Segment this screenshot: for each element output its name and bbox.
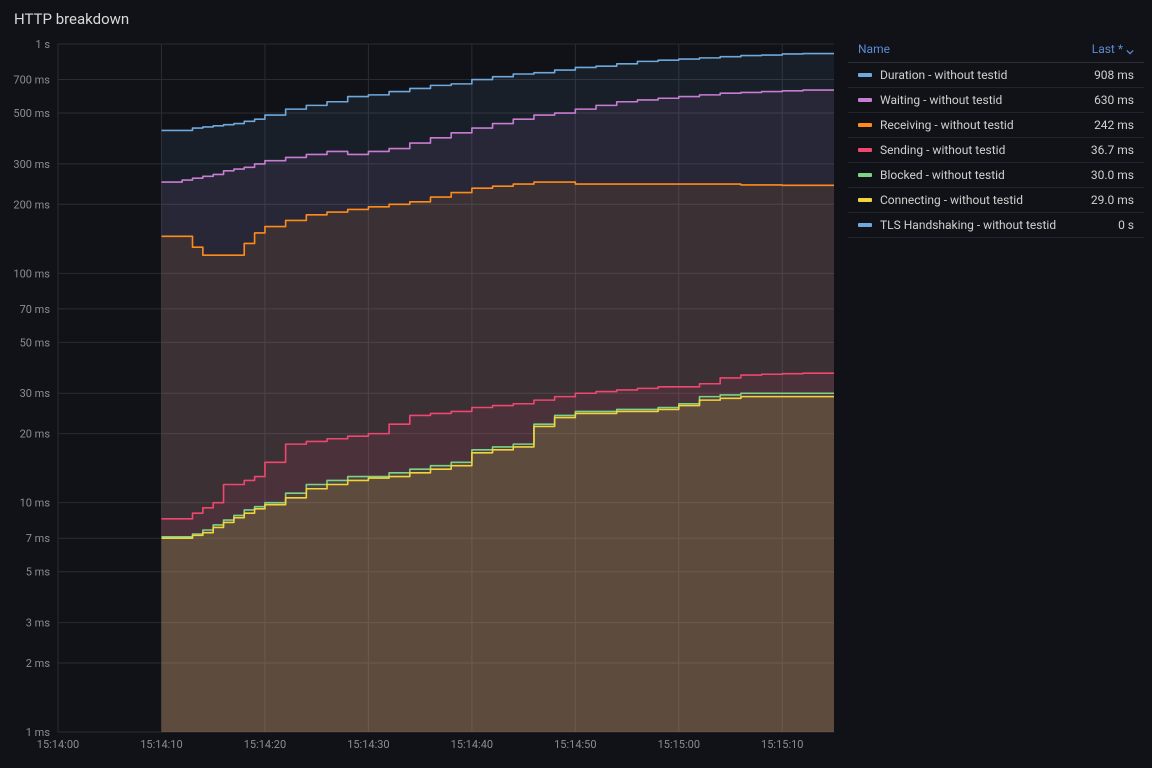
legend-value: 908 ms bbox=[1094, 68, 1134, 82]
x-tick-label: 15:14:00 bbox=[37, 738, 79, 751]
legend-value: 36.7 ms bbox=[1091, 143, 1134, 157]
legend-header-value[interactable]: Last * bbox=[1092, 42, 1134, 56]
y-tick-label: 50 ms bbox=[20, 336, 51, 349]
legend-label: Connecting - without testid bbox=[880, 193, 1023, 207]
legend-label: Duration - without testid bbox=[880, 68, 1007, 82]
legend-row-left: Blocked - without testid bbox=[858, 168, 1005, 182]
legend-row[interactable]: Receiving - without testid 242 ms bbox=[848, 113, 1144, 138]
legend-row[interactable]: Blocked - without testid 30.0 ms bbox=[848, 163, 1144, 188]
legend-header-name[interactable]: Name bbox=[858, 42, 890, 56]
legend-row-left: Duration - without testid bbox=[858, 68, 1007, 82]
x-tick-label: 15:14:20 bbox=[244, 738, 286, 751]
legend-label: Sending - without testid bbox=[880, 143, 1005, 157]
panel: HTTP breakdown 1 s 700 ms 500 ms 300 ms 200 … bbox=[0, 0, 1152, 768]
legend: Name Last * Duration - without testid 908… bbox=[848, 38, 1144, 238]
x-tick-label: 15:14:10 bbox=[140, 738, 182, 751]
legend-swatch bbox=[858, 98, 872, 102]
y-tick-label: 300 ms bbox=[13, 158, 50, 171]
y-tick-label: 5 ms bbox=[26, 566, 51, 579]
y-tick-label: 700 ms bbox=[13, 74, 50, 87]
chart-area: 1 s 700 ms 500 ms 300 ms 200 ms 100 ms 70 ms 50… bbox=[0, 32, 840, 768]
legend-swatch bbox=[858, 73, 872, 77]
y-tick-label: 20 ms bbox=[20, 428, 51, 441]
legend-swatch bbox=[858, 148, 872, 152]
y-tick-label: 70 ms bbox=[20, 303, 51, 316]
x-tick-label: 15:14:50 bbox=[554, 738, 596, 751]
legend-value: 630 ms bbox=[1094, 93, 1134, 107]
legend-row-left: Connecting - without testid bbox=[858, 193, 1023, 207]
legend-header: Name Last * bbox=[848, 38, 1144, 63]
x-tick-label: 15:15:00 bbox=[658, 738, 700, 751]
legend-label: Receiving - without testid bbox=[880, 118, 1014, 132]
legend-label: Blocked - without testid bbox=[880, 168, 1005, 182]
legend-row-left: Receiving - without testid bbox=[858, 118, 1014, 132]
legend-value: 0 s bbox=[1118, 218, 1134, 232]
legend-row[interactable]: Sending - without testid 36.7 ms bbox=[848, 138, 1144, 163]
y-tick-label: 10 ms bbox=[20, 497, 51, 510]
y-tick-label: 1 s bbox=[35, 38, 50, 51]
x-tick-label: 15:14:30 bbox=[347, 738, 389, 751]
y-tick-label: 3 ms bbox=[26, 617, 51, 630]
y-tick-label: 30 ms bbox=[20, 387, 51, 400]
line-chart: 1 s 700 ms 500 ms 300 ms 200 ms 100 ms 70 ms 50… bbox=[0, 32, 840, 768]
legend-swatch bbox=[858, 173, 872, 177]
legend-swatch bbox=[858, 123, 872, 127]
legend-label: TLS Handshaking - without testid bbox=[880, 218, 1056, 232]
y-tick-label: 500 ms bbox=[13, 107, 50, 120]
legend-value: 242 ms bbox=[1094, 118, 1134, 132]
y-tick-label: 7 ms bbox=[26, 532, 51, 545]
legend-row-left: TLS Handshaking - without testid bbox=[858, 218, 1056, 232]
y-tick-label: 2 ms bbox=[26, 657, 51, 670]
legend-label: Waiting - without testid bbox=[880, 93, 1002, 107]
legend-row[interactable]: Duration - without testid 908 ms bbox=[848, 63, 1144, 88]
legend-swatch bbox=[858, 223, 872, 227]
legend-swatch bbox=[858, 198, 872, 202]
panel-title: HTTP breakdown bbox=[14, 10, 129, 28]
legend-value: 30.0 ms bbox=[1091, 168, 1134, 182]
y-tick-label: 100 ms bbox=[13, 267, 50, 280]
x-tick-label: 15:15:10 bbox=[761, 738, 803, 751]
legend-row-left: Sending - without testid bbox=[858, 143, 1005, 157]
chevron-down-icon bbox=[1126, 45, 1134, 53]
legend-row[interactable]: Connecting - without testid 29.0 ms bbox=[848, 188, 1144, 213]
legend-row[interactable]: TLS Handshaking - without testid 0 s bbox=[848, 213, 1144, 238]
legend-row[interactable]: Waiting - without testid 630 ms bbox=[848, 88, 1144, 113]
x-tick-label: 15:14:40 bbox=[451, 738, 493, 751]
y-tick-label: 200 ms bbox=[13, 198, 50, 211]
legend-value: 29.0 ms bbox=[1091, 193, 1134, 207]
legend-row-left: Waiting - without testid bbox=[858, 93, 1002, 107]
